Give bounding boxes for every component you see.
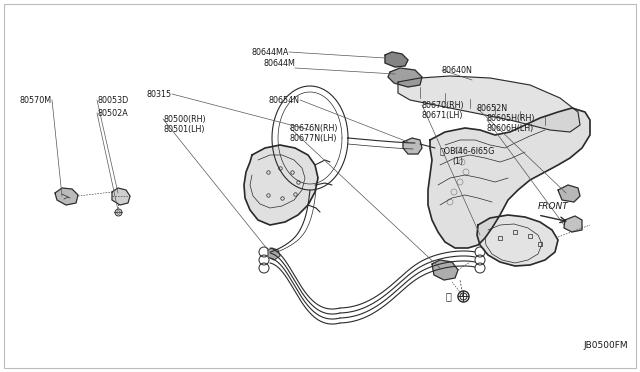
Text: 80654N: 80654N [269,96,300,105]
Polygon shape [432,260,458,280]
Text: ⒈OBI46-6I65G: ⒈OBI46-6I65G [440,147,495,155]
Polygon shape [403,138,422,154]
Text: 80671(LH): 80671(LH) [422,110,463,119]
Text: 80652N: 80652N [477,103,508,112]
Text: 80570M: 80570M [20,96,52,105]
Text: 80644MA: 80644MA [252,48,289,57]
Text: 80644M: 80644M [263,58,295,67]
Text: Ⓢ: Ⓢ [445,291,451,301]
Polygon shape [564,216,582,232]
Polygon shape [428,108,590,248]
Polygon shape [398,76,580,132]
Text: 80500(RH): 80500(RH) [163,115,205,124]
Text: FRONT: FRONT [538,202,569,211]
Polygon shape [112,188,130,205]
Text: 80053D: 80053D [97,96,128,105]
Text: JB0500FM: JB0500FM [584,341,628,350]
Polygon shape [558,185,580,202]
Text: 80315: 80315 [147,90,172,99]
Text: 80606H(LH): 80606H(LH) [487,124,534,132]
Polygon shape [388,68,422,87]
Text: 80605H(RH): 80605H(RH) [487,113,536,122]
Polygon shape [385,52,408,67]
Text: (1): (1) [452,157,463,166]
Polygon shape [477,215,558,266]
Text: 80677N(LH): 80677N(LH) [290,134,337,142]
Polygon shape [55,188,78,205]
Polygon shape [268,248,280,260]
Text: 80502A: 80502A [97,109,128,118]
Text: 80640N: 80640N [442,65,473,74]
Text: 80501(LH): 80501(LH) [163,125,205,134]
Text: 80670(RH): 80670(RH) [422,100,465,109]
Polygon shape [244,145,318,225]
Text: 80676N(RH): 80676N(RH) [290,124,339,132]
